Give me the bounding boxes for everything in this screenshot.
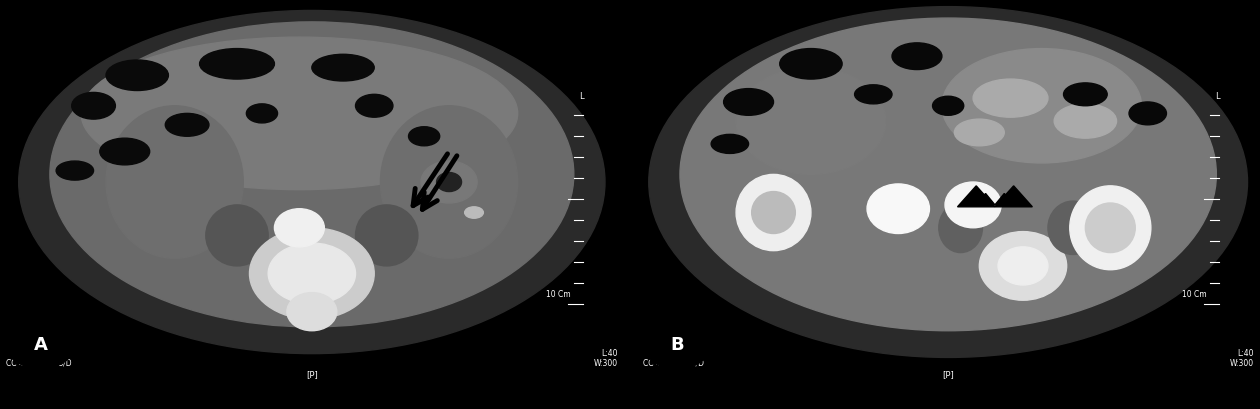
Ellipse shape (408, 128, 440, 146)
Ellipse shape (287, 293, 336, 331)
Text: L: L (1215, 92, 1220, 101)
Ellipse shape (72, 93, 116, 120)
Ellipse shape (680, 19, 1216, 331)
Ellipse shape (106, 61, 169, 91)
Ellipse shape (6, 319, 74, 369)
Text: A: A (34, 335, 48, 353)
Polygon shape (995, 194, 1013, 205)
Ellipse shape (50, 23, 573, 327)
Ellipse shape (57, 162, 93, 181)
Ellipse shape (892, 44, 942, 70)
Ellipse shape (1129, 103, 1167, 126)
Ellipse shape (979, 232, 1067, 301)
Ellipse shape (268, 243, 355, 304)
Polygon shape (958, 187, 995, 207)
Polygon shape (976, 194, 995, 205)
Ellipse shape (100, 139, 150, 166)
Ellipse shape (465, 207, 484, 219)
Ellipse shape (355, 205, 418, 266)
Ellipse shape (249, 228, 374, 319)
Ellipse shape (1070, 187, 1150, 270)
Text: L:40
W:300: L:40 W:300 (593, 348, 617, 367)
Ellipse shape (205, 205, 268, 266)
Text: CC 4CC/S 120S/D: CC 4CC/S 120S/D (6, 358, 72, 367)
Ellipse shape (106, 106, 243, 258)
Polygon shape (995, 187, 1032, 207)
Ellipse shape (1085, 204, 1135, 253)
Ellipse shape (1048, 202, 1097, 255)
Ellipse shape (954, 120, 1004, 146)
Ellipse shape (381, 106, 518, 258)
Ellipse shape (1055, 105, 1116, 139)
Ellipse shape (711, 135, 748, 154)
Ellipse shape (780, 49, 842, 80)
Ellipse shape (939, 204, 983, 253)
Ellipse shape (312, 55, 374, 82)
Text: [P]: [P] (306, 369, 318, 378)
Ellipse shape (421, 162, 478, 204)
Ellipse shape (643, 319, 711, 369)
Text: [P]: [P] (942, 369, 954, 378)
Ellipse shape (275, 209, 324, 247)
Ellipse shape (752, 192, 795, 234)
Ellipse shape (247, 105, 277, 124)
Text: L:40
W:300: L:40 W:300 (1230, 348, 1254, 367)
Ellipse shape (437, 173, 461, 192)
Ellipse shape (19, 11, 605, 354)
Ellipse shape (973, 80, 1048, 118)
Ellipse shape (355, 95, 393, 118)
Ellipse shape (867, 184, 930, 234)
Ellipse shape (854, 85, 892, 105)
Ellipse shape (649, 8, 1247, 357)
Ellipse shape (998, 247, 1048, 285)
Text: B: B (670, 335, 684, 353)
Text: 10 Cm: 10 Cm (1182, 290, 1207, 299)
Ellipse shape (932, 97, 964, 116)
Text: CC 4CC/S 70S/D: CC 4CC/S 70S/D (643, 358, 703, 367)
Ellipse shape (81, 38, 518, 190)
Ellipse shape (736, 68, 886, 175)
Ellipse shape (945, 182, 1002, 228)
Ellipse shape (723, 90, 774, 116)
Ellipse shape (736, 175, 811, 251)
Ellipse shape (942, 49, 1142, 164)
Ellipse shape (1063, 84, 1108, 106)
Text: L: L (578, 92, 583, 101)
Ellipse shape (165, 114, 209, 137)
Text: 10 Cm: 10 Cm (546, 290, 571, 299)
Ellipse shape (199, 49, 275, 80)
Text: Fig. 1.  Abdominal  CT  scan  demonstrates  a  concentric  bowel  wall  thickeni: Fig. 1. Abdominal CT scan demonstrates a… (242, 390, 1018, 400)
